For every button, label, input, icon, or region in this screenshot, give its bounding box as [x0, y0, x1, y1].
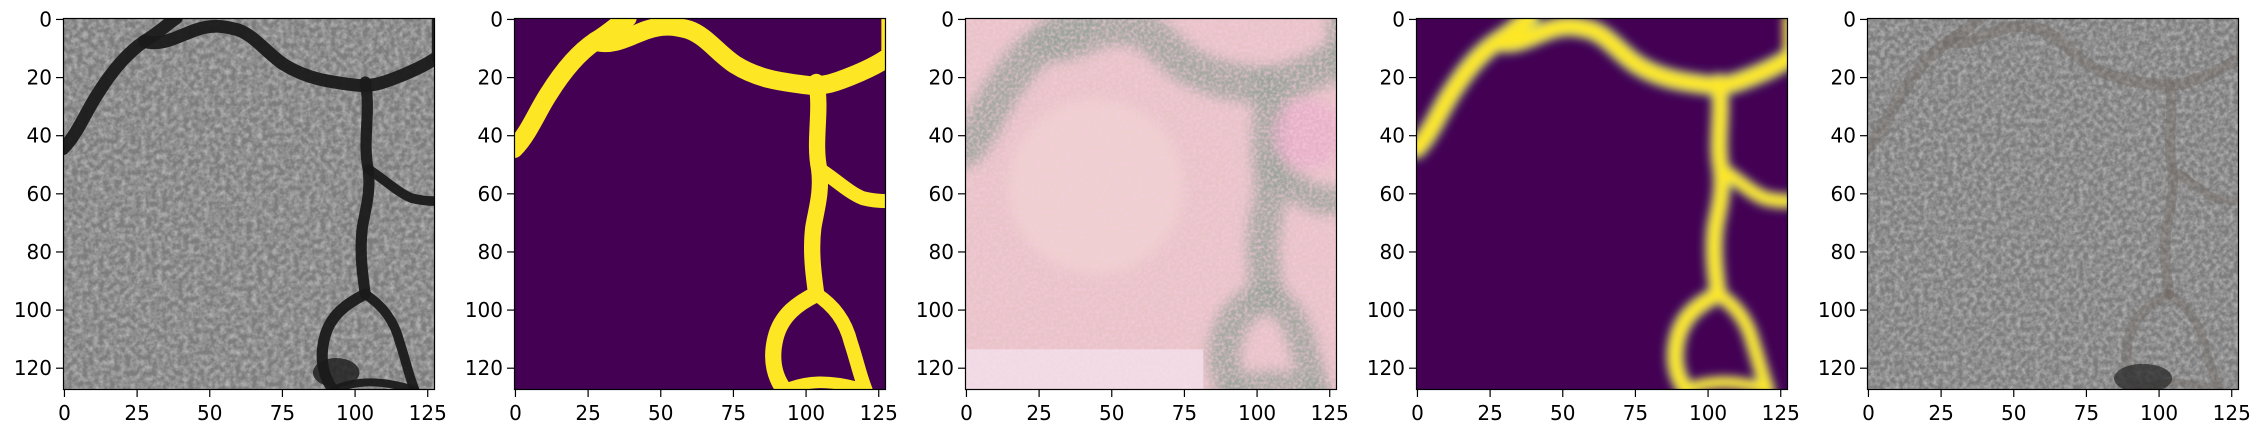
panel-input-image: 0 25 50 75 100 125 0 20 40 60 80 100 120 — [14, 7, 447, 425]
x-tick-label: 25 — [124, 401, 149, 425]
y-tick-label: 0 — [941, 7, 954, 31]
y-tick-label: 20 — [1831, 66, 1856, 90]
y-tick-label: 20 — [1380, 66, 1405, 90]
panel-output-image: 0 25 50 75 100 125 0 20 40 60 80 100 120 — [1818, 7, 2251, 425]
y-tick-label: 20 — [478, 66, 503, 90]
y-tick-label: 100 — [465, 298, 503, 322]
y-tick-label: 120 — [916, 356, 954, 380]
y-tick-label: 40 — [1831, 124, 1856, 148]
x-tick-label: 50 — [2001, 401, 2026, 425]
y-tick-label: 0 — [39, 7, 52, 31]
x-tick-label: 125 — [860, 401, 898, 425]
y-tick-label: 0 — [1392, 7, 1405, 31]
x-tick-label: 0 — [1411, 401, 1424, 425]
ground-truth-mask-axes-frame — [513, 17, 887, 391]
panel-ground-truth-mask: 0 25 50 75 100 125 0 20 40 60 80 100 120 — [465, 7, 898, 425]
y-tick-label: 100 — [1818, 298, 1856, 322]
x-tick-label: 25 — [1928, 401, 1953, 425]
y-tick-label: 120 — [1367, 356, 1405, 380]
y-tick-label: 80 — [478, 240, 503, 264]
x-tick-label: 0 — [960, 401, 973, 425]
predicted-mask-axes-frame — [1415, 17, 1789, 391]
y-tick-label: 0 — [1843, 7, 1856, 31]
y-tick-label: 60 — [1380, 182, 1405, 206]
x-tick-label: 125 — [1311, 401, 1349, 425]
y-tick-label: 40 — [1380, 124, 1405, 148]
y-tick-label: 40 — [27, 124, 52, 148]
input-image-image — [63, 18, 435, 390]
x-tick-label: 75 — [270, 401, 295, 425]
y-tick-label: 40 — [929, 124, 954, 148]
x-tick-label: 75 — [1623, 401, 1648, 425]
x-tick-label: 75 — [1172, 401, 1197, 425]
ground-truth-mask-image — [514, 18, 886, 390]
panel-predicted-mask: 0 25 50 75 100 125 0 20 40 60 80 100 120 — [1367, 7, 1800, 425]
x-tick-label: 100 — [1238, 401, 1276, 425]
x-tick-label: 25 — [1026, 401, 1051, 425]
input-image-axes-frame — [62, 17, 436, 391]
x-tick-label: 125 — [1762, 401, 1800, 425]
x-tick-label: 50 — [1550, 401, 1575, 425]
x-tick-label: 0 — [1862, 401, 1875, 425]
x-tick-label: 100 — [1689, 401, 1727, 425]
y-tick-label: 80 — [1831, 240, 1856, 264]
y-tick-label: 120 — [1818, 356, 1856, 380]
y-tick-label: 100 — [916, 298, 954, 322]
x-tick-label: 75 — [721, 401, 746, 425]
x-tick-label: 25 — [1477, 401, 1502, 425]
reconstruction-image — [965, 18, 1337, 390]
y-tick-label: 20 — [27, 66, 52, 90]
y-tick-label: 80 — [929, 240, 954, 264]
x-tick-label: 100 — [2140, 401, 2178, 425]
y-tick-label: 60 — [929, 182, 954, 206]
x-tick-label: 100 — [787, 401, 825, 425]
output-image-axes-frame — [1866, 17, 2240, 391]
y-tick-label: 40 — [478, 124, 503, 148]
x-tick-label: 0 — [509, 401, 522, 425]
reconstruction-axes-frame — [964, 17, 1338, 391]
y-tick-label: 0 — [490, 7, 503, 31]
x-tick-label: 75 — [2074, 401, 2099, 425]
x-tick-label: 50 — [1099, 401, 1124, 425]
x-tick-label: 125 — [409, 401, 447, 425]
y-tick-label: 60 — [478, 182, 503, 206]
x-tick-label: 50 — [197, 401, 222, 425]
y-tick-label: 80 — [1380, 240, 1405, 264]
panel-reconstruction: 0 25 50 75 100 125 0 20 40 60 80 100 120 — [916, 7, 1349, 425]
output-image-image — [1867, 18, 2239, 390]
predicted-mask-image — [1416, 18, 1788, 390]
y-tick-label: 120 — [465, 356, 503, 380]
y-tick-label: 60 — [1831, 182, 1856, 206]
x-tick-label: 25 — [575, 401, 600, 425]
x-tick-label: 125 — [2213, 401, 2251, 425]
y-tick-label: 60 — [27, 182, 52, 206]
x-tick-label: 50 — [648, 401, 673, 425]
y-tick-label: 100 — [1367, 298, 1405, 322]
x-tick-label: 0 — [58, 401, 71, 425]
y-tick-label: 80 — [27, 240, 52, 264]
y-tick-label: 100 — [14, 298, 52, 322]
y-tick-label: 20 — [929, 66, 954, 90]
x-tick-label: 100 — [336, 401, 374, 425]
y-tick-label: 120 — [14, 356, 52, 380]
